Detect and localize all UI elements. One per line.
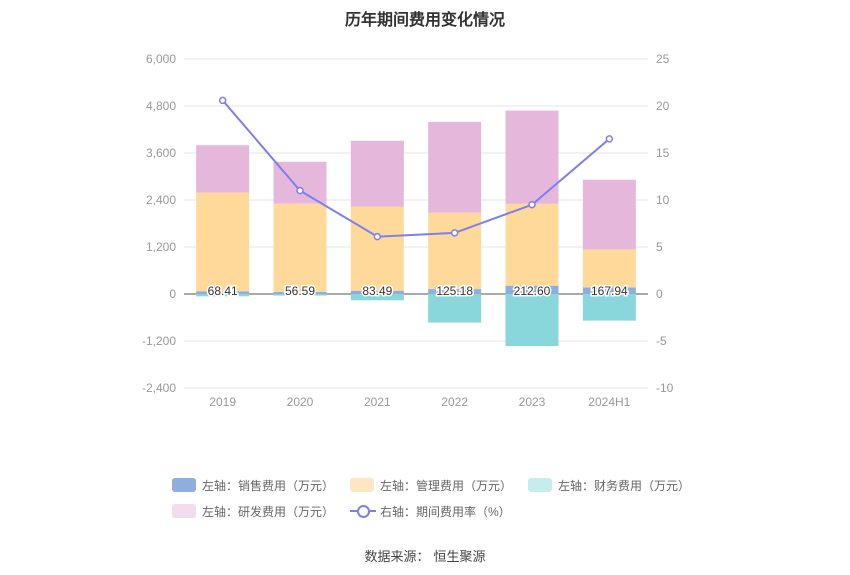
left-axis-tick-label: 3,600 — [146, 146, 176, 160]
legend-swatch-rnd — [172, 504, 196, 518]
bar-segment — [505, 203, 559, 286]
right-axis-tick-label: 5 — [656, 240, 663, 254]
bar-segment — [428, 121, 482, 213]
right-axis-tick-label: 10 — [656, 193, 670, 207]
right-axis-tick-label: 25 — [656, 52, 670, 66]
bar-segment — [350, 290, 404, 294]
data-label: 56.59 — [285, 284, 315, 298]
legend-label-finance: 左轴：财务费用（万元） — [558, 478, 691, 493]
legend-label-rnd: 左轴：研发费用（万元） — [202, 504, 335, 519]
bar-segment — [505, 110, 559, 204]
legend: 左轴：销售费用（万元） 左轴：管理费用（万元） 左轴：财务费用（万元） 左轴：研… — [172, 472, 692, 524]
left-axis-tick-label: 0 — [169, 287, 176, 301]
left-axis-tick-label: -1,200 — [142, 334, 176, 348]
bar-segment — [505, 294, 559, 347]
legend-row: 左轴：销售费用（万元） 左轴：管理费用（万元） 左轴：财务费用（万元） — [172, 472, 692, 498]
bar-segment — [428, 294, 482, 323]
bar-segment — [196, 291, 250, 294]
x-axis-tick-label: 2024H1 — [588, 395, 630, 409]
line-series-expense-ratio — [221, 99, 610, 238]
bar-segment — [273, 203, 327, 292]
bar-segment — [582, 249, 636, 288]
bar-segment — [273, 294, 327, 296]
bar-segment — [428, 289, 482, 294]
left-axis-tick-label: 1,200 — [146, 240, 176, 254]
line-point — [373, 232, 382, 241]
right-axis-tick-label: 0 — [656, 287, 663, 301]
x-axis-tick-label: 2020 — [287, 395, 314, 409]
right-axis-tick-label: -10 — [656, 381, 674, 395]
bar-segment — [505, 285, 559, 294]
data-label: 167.94 — [591, 284, 628, 298]
x-axis-tick-label: 2023 — [519, 395, 546, 409]
bar-segment — [582, 294, 636, 321]
source-label: 数据来源： — [364, 549, 430, 564]
data-source: 数据来源： 恒生聚源 — [0, 546, 850, 565]
bar-segment — [273, 291, 327, 294]
legend-label-admin: 左轴：管理费用（万元） — [380, 478, 513, 493]
line-point — [218, 96, 227, 105]
bar-segment — [196, 294, 250, 297]
legend-row: 左轴：研发费用（万元） 右轴：期间费用率（%） — [172, 498, 692, 524]
left-axis-tick-label: 6,000 — [146, 52, 176, 66]
legend-swatch-finance — [528, 478, 553, 492]
right-axis-tick-label: 20 — [656, 99, 670, 113]
bar-segment — [582, 287, 636, 294]
line-point — [296, 186, 304, 195]
legend-item-admin[interactable]: 左轴：管理费用（万元） — [350, 477, 512, 494]
legend-item-sales[interactable]: 左轴：销售费用（万元） — [172, 477, 334, 494]
data-label: 212.60 — [514, 284, 551, 298]
legend-item-expense-ratio[interactable]: 右轴：期间费用率（%） — [350, 503, 511, 520]
bar-segment — [196, 192, 250, 292]
chart-title: 历年期间费用变化情况 — [344, 12, 505, 29]
left-axis-tick-label: 4,800 — [146, 99, 176, 113]
source-value: 恒生聚源 — [433, 549, 486, 564]
legend-label-expense-ratio: 右轴：期间费用率（%） — [380, 504, 511, 519]
legend-swatch-sales — [172, 478, 196, 492]
legend-item-rnd[interactable]: 左轴：研发费用（万元） — [172, 503, 334, 520]
right-axis-tick-label: 15 — [656, 146, 670, 160]
left-axis-tick-label: -2,400 — [142, 381, 176, 395]
legend-line-marker-icon — [350, 504, 377, 518]
bar-segment — [196, 145, 250, 193]
bar-segment — [350, 206, 404, 291]
legend-item-finance[interactable]: 左轴：财务费用（万元） — [528, 477, 690, 494]
line-point — [605, 135, 614, 143]
x-axis-tick-label: 2019 — [209, 395, 236, 409]
bar-segment — [350, 140, 404, 207]
right-axis-tick-label: -5 — [656, 334, 667, 348]
bar-segment — [350, 294, 404, 301]
data-label: 125.18 — [436, 284, 473, 298]
data-label: 83.49 — [362, 284, 392, 298]
legend-label-sales: 左轴：销售费用（万元） — [202, 478, 335, 493]
x-axis-tick-label: 2022 — [441, 395, 468, 409]
legend-swatch-admin — [350, 478, 375, 492]
line-point — [528, 200, 536, 209]
bar-segment — [428, 212, 482, 290]
bar-segment — [582, 179, 636, 250]
left-axis-tick-label: 2,400 — [146, 193, 176, 207]
line-point — [450, 229, 459, 237]
x-axis-tick-label: 2021 — [364, 395, 391, 409]
data-label: 68.41 — [208, 284, 238, 298]
